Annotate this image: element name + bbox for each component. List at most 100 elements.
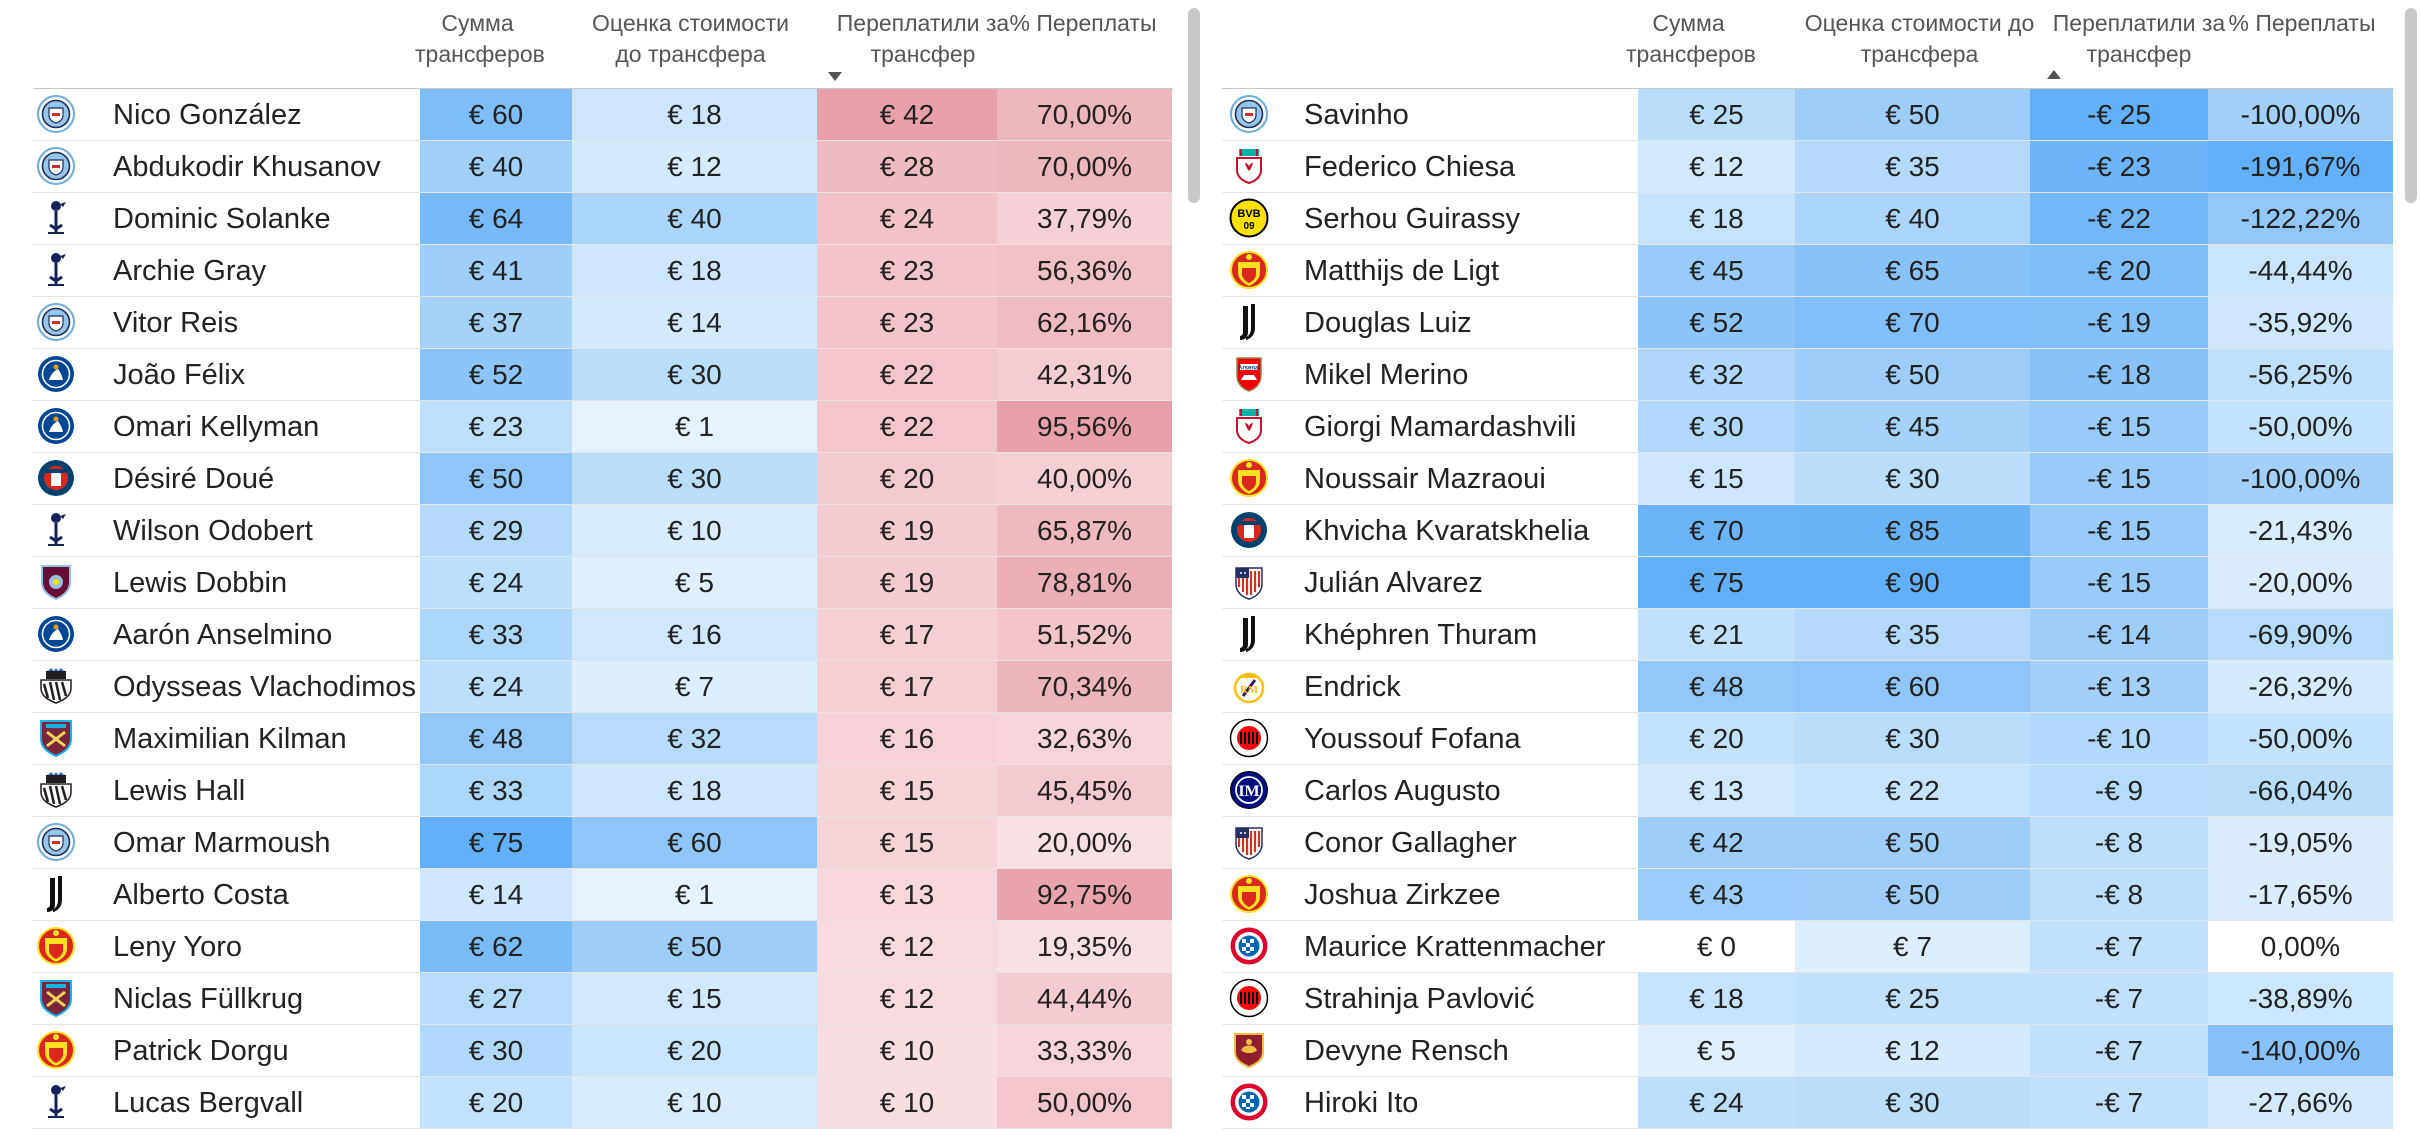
pct-cell: 70,00% xyxy=(997,89,1172,140)
player-name: Odysseas Vlachodimos xyxy=(113,671,417,703)
table-row[interactable]: Douglas Luiz € 52 € 70 -€ 19 -35,92% xyxy=(1222,297,2394,349)
table-row[interactable]: Maximilian Kilman € 48 € 32 € 16 32,63% xyxy=(33,713,1173,765)
chelsea-logo-icon xyxy=(38,408,74,444)
table-row[interactable]: Youssouf Fofana € 20 € 30 -€ 10 -50,00% xyxy=(1222,713,2394,765)
player-name: Alberto Costa xyxy=(113,879,289,911)
table-row[interactable]: Julián Alvarez € 75 € 90 -€ 15 -20,00% xyxy=(1222,557,2394,609)
column-header-overpaid[interactable]: Переплатили за трансфер xyxy=(836,10,1010,67)
man-united-logo-icon xyxy=(1230,251,1268,289)
player-name: Giorgi Mamardashvili xyxy=(1304,411,1577,443)
arsenal-logo-icon: Arsenal xyxy=(1236,357,1262,392)
table-row[interactable]: Khéphren Thuram € 21 € 35 -€ 14 -69,90% xyxy=(1222,609,2394,661)
table-row[interactable]: Giorgi Mamardashvili € 30 € 45 -€ 15 -50,00% xyxy=(1222,401,2394,453)
table-row[interactable]: Omar Marmoush € 75 € 60 € 15 20,00% xyxy=(33,817,1173,869)
player-name: Strahinja Pavlović xyxy=(1304,983,1535,1015)
overpaid-cell: € 23 xyxy=(817,245,997,296)
table-row[interactable]: Arsenal Mikel Merino € 32 € 50 -€ 18 -56,25% xyxy=(1222,349,2394,401)
pct-cell: 19,35% xyxy=(997,921,1172,972)
table-row[interactable]: Abdukodir Khusanov € 40 € 12 € 28 70,00% xyxy=(33,141,1173,193)
pct-cell: 95,56% xyxy=(997,401,1172,452)
juventus-logo-icon xyxy=(1240,616,1255,652)
table-row[interactable]: Vitor Reis € 37 € 14 € 23 62,16% xyxy=(33,297,1173,349)
table-row[interactable]: Federico Chiesa € 12 € 35 -€ 23 -191,67% xyxy=(1222,141,2394,193)
sum-cell: € 25 xyxy=(1638,89,1795,140)
table-row[interactable]: RM Endrick € 48 € 60 -€ 13 -26,32% xyxy=(1222,661,2394,713)
sort-descending-icon[interactable] xyxy=(828,72,842,81)
table-row[interactable]: Joshua Zirkzee € 43 € 50 -€ 8 -17,65% xyxy=(1222,869,2394,921)
table-row[interactable]: Khvicha Kvaratskhelia € 70 € 85 -€ 15 -21,43… xyxy=(1222,505,2394,557)
table-row[interactable]: Niclas Füllkrug € 27 € 15 € 12 44,44% xyxy=(33,973,1173,1025)
column-header-estimate[interactable]: Оценка стоимости до трансфера xyxy=(1804,10,2035,67)
table-row[interactable]: Alberto Costa € 14 € 1 € 13 92,75% xyxy=(33,869,1173,921)
table-row[interactable]: Matthijs de Ligt € 45 € 65 -€ 20 -44,44% xyxy=(1222,245,2394,297)
estimate-cell: € 45 xyxy=(1795,401,2030,452)
player-name: Archie Gray xyxy=(113,255,267,287)
table-row[interactable]: Lucas Bergvall € 20 € 10 € 10 50,00% xyxy=(33,1077,1173,1129)
sum-cell: € 32 xyxy=(1638,349,1795,400)
column-header-sum[interactable]: Сумма трансферов xyxy=(415,10,545,67)
chelsea-logo-icon xyxy=(38,616,74,652)
sum-cell: € 43 xyxy=(1638,869,1795,920)
sum-cell: € 40 xyxy=(420,141,572,192)
sum-cell: € 41 xyxy=(420,245,572,296)
table-row[interactable]: IM Carlos Augusto € 13 € 22 -€ 9 -66,04% xyxy=(1222,765,2394,817)
tottenham-logo-icon xyxy=(48,513,66,546)
sum-cell: € 18 xyxy=(1638,193,1795,244)
player-name: Lucas Bergvall xyxy=(113,1087,304,1119)
bayern-logo-icon xyxy=(1230,927,1268,965)
column-header-pct[interactable]: % Переплаты xyxy=(2228,10,2376,36)
column-header-sum[interactable]: Сумма трансферов xyxy=(1626,10,1756,67)
overpaid-cell: € 12 xyxy=(817,921,997,972)
table-row[interactable]: Nico González € 60 € 18 € 42 70,00% xyxy=(33,89,1173,141)
table-row[interactable]: Lewis Hall € 33 € 18 € 15 45,45% xyxy=(33,765,1173,817)
svg-text:IM: IM xyxy=(1238,783,1259,800)
juventus-logo-icon xyxy=(1240,304,1255,340)
estimate-cell: € 90 xyxy=(1795,557,2030,608)
table-row[interactable]: Savinho € 25 € 50 -€ 25 -100,00% xyxy=(1222,89,2394,141)
table-row[interactable]: Wilson Odobert € 29 € 10 € 19 65,87% xyxy=(33,505,1173,557)
column-header-overpaid[interactable]: Переплатили за трансфер xyxy=(2052,10,2226,67)
sum-cell: € 48 xyxy=(1638,661,1795,712)
table-row[interactable]: Odysseas Vlachodimos € 24 € 7 € 17 70,34% xyxy=(33,661,1173,713)
table-row[interactable]: Aarón Anselmino € 33 € 16 € 17 51,52% xyxy=(33,609,1173,661)
sum-cell: € 42 xyxy=(1638,817,1795,868)
player-name: Vitor Reis xyxy=(113,307,239,339)
player-name: Julián Alvarez xyxy=(1304,567,1483,599)
column-header-estimate[interactable]: Оценка стоимости до трансфера xyxy=(592,10,789,67)
table-row[interactable]: Dominic Solanke € 64 € 40 € 24 37,79% xyxy=(33,193,1173,245)
table-row[interactable]: Patrick Dorgu € 30 € 20 € 10 33,33% xyxy=(33,1025,1173,1077)
overpaid-cell: € 13 xyxy=(817,869,997,920)
estimate-cell: € 85 xyxy=(1795,505,2030,556)
estimate-cell: € 50 xyxy=(1795,349,2030,400)
table-row[interactable]: Conor Gallagher € 42 € 50 -€ 8 -19,05% xyxy=(1222,817,2394,869)
scrollbar-right[interactable] xyxy=(2405,8,2417,203)
table-row[interactable]: Leny Yoro € 62 € 50 € 12 19,35% xyxy=(33,921,1173,973)
table-row[interactable]: Noussair Mazraoui € 15 € 30 -€ 15 -100,00% xyxy=(1222,453,2394,505)
ac-milan-logo-icon xyxy=(1229,718,1269,758)
real-madrid-logo-icon: RM xyxy=(1233,672,1265,704)
overpaid-cell: -€ 7 xyxy=(2030,1077,2208,1128)
pct-cell: 51,52% xyxy=(997,609,1172,660)
player-name: Wilson Odobert xyxy=(113,515,313,547)
sum-cell: € 60 xyxy=(420,89,572,140)
man-city-logo-icon xyxy=(1230,95,1268,133)
sort-ascending-icon[interactable] xyxy=(2047,70,2061,79)
table-row[interactable]: Omari Kellyman € 23 € 1 € 22 95,56% xyxy=(33,401,1173,453)
table-row[interactable]: Strahinja Pavlović € 18 € 25 -€ 7 -38,89% xyxy=(1222,973,2394,1025)
sum-cell: € 27 xyxy=(420,973,572,1024)
table-row[interactable]: Désiré Doué € 50 € 30 € 20 40,00% xyxy=(33,453,1173,505)
table-row[interactable]: Lewis Dobbin € 24 € 5 € 19 78,81% xyxy=(33,557,1173,609)
column-header-pct[interactable]: % Переплаты xyxy=(1009,10,1157,36)
table-row[interactable]: Hiroki Ito € 24 € 30 -€ 7 -27,66% xyxy=(1222,1077,2394,1129)
table-row[interactable]: Maurice Krattenmacher € 0 € 7 -€ 7 0,00% xyxy=(1222,921,2394,973)
table-row[interactable]: Archie Gray € 41 € 18 € 23 56,36% xyxy=(33,245,1173,297)
table-row[interactable]: BVB 09 Serhou Guirassy € 18 € 40 -€ 22 -122,22… xyxy=(1222,193,2394,245)
sum-cell: € 30 xyxy=(420,1025,572,1076)
estimate-cell: € 35 xyxy=(1795,609,2030,660)
table-row[interactable]: Devyne Rensch € 5 € 12 -€ 7 -140,00% xyxy=(1222,1025,2394,1077)
pct-cell: 37,79% xyxy=(997,193,1172,244)
table-row[interactable]: João Félix € 52 € 30 € 22 42,31% xyxy=(33,349,1173,401)
estimate-cell: € 50 xyxy=(1795,89,2030,140)
man-united-logo-icon xyxy=(1230,459,1268,497)
scrollbar-left[interactable] xyxy=(1188,8,1200,203)
